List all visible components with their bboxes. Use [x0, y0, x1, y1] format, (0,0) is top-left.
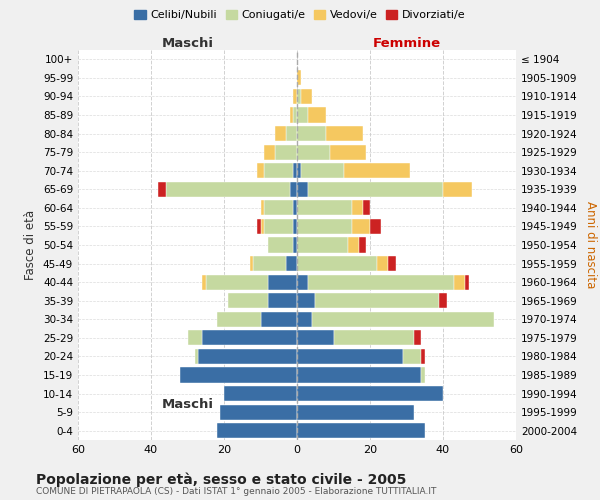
Bar	[188, 330, 202, 345]
Bar	[260, 219, 264, 234]
Bar	[297, 126, 326, 141]
Bar	[297, 293, 315, 308]
Bar	[220, 404, 297, 420]
Bar	[414, 330, 421, 345]
Bar	[308, 182, 443, 197]
Bar	[370, 219, 381, 234]
Bar	[264, 163, 293, 178]
Bar	[297, 70, 301, 86]
Bar	[260, 200, 264, 216]
Bar	[290, 182, 297, 197]
Bar	[297, 404, 414, 420]
Bar	[293, 108, 297, 122]
Bar	[359, 238, 367, 252]
Y-axis label: Fasce di età: Fasce di età	[25, 210, 37, 280]
Bar	[250, 256, 253, 271]
Bar	[206, 274, 268, 290]
Bar	[217, 312, 260, 327]
Bar	[297, 274, 308, 290]
Bar	[224, 386, 297, 401]
Bar	[362, 200, 370, 216]
Bar	[257, 219, 260, 234]
Bar	[297, 256, 377, 271]
Bar	[439, 293, 446, 308]
Bar	[257, 163, 264, 178]
Bar	[217, 423, 297, 438]
Bar	[180, 368, 297, 382]
Bar	[388, 256, 395, 271]
Bar	[268, 293, 297, 308]
Bar	[330, 144, 367, 160]
Bar	[260, 312, 297, 327]
Bar	[297, 200, 352, 216]
Bar	[158, 182, 166, 197]
Bar	[227, 293, 268, 308]
Bar	[293, 200, 297, 216]
Bar	[421, 349, 425, 364]
Bar	[290, 108, 293, 122]
Bar	[275, 144, 297, 160]
Bar	[297, 144, 330, 160]
Text: Popolazione per età, sesso e stato civile - 2005: Popolazione per età, sesso e stato civil…	[36, 472, 406, 487]
Bar	[264, 219, 293, 234]
Legend: Celibi/Nubili, Coniugati/e, Vedovi/e, Divorziati/e: Celibi/Nubili, Coniugati/e, Vedovi/e, Di…	[130, 6, 470, 25]
Bar	[454, 274, 465, 290]
Bar	[421, 368, 425, 382]
Bar	[297, 238, 348, 252]
Bar	[293, 238, 297, 252]
Bar	[311, 312, 494, 327]
Bar	[297, 386, 443, 401]
Bar	[166, 182, 290, 197]
Bar	[344, 163, 410, 178]
Y-axis label: Anni di nascita: Anni di nascita	[584, 202, 597, 288]
Bar	[286, 256, 297, 271]
Text: Maschi: Maschi	[161, 37, 214, 50]
Bar	[202, 274, 206, 290]
Bar	[297, 423, 425, 438]
Text: Femmine: Femmine	[373, 37, 440, 50]
Bar	[297, 182, 308, 197]
Bar	[443, 182, 472, 197]
Bar	[326, 126, 362, 141]
Bar	[301, 163, 344, 178]
Bar	[297, 89, 301, 104]
Bar	[297, 219, 352, 234]
Bar	[308, 108, 326, 122]
Bar	[293, 163, 297, 178]
Bar	[297, 312, 311, 327]
Bar	[195, 349, 199, 364]
Bar	[315, 293, 439, 308]
Bar	[253, 256, 286, 271]
Bar	[308, 274, 454, 290]
Bar	[286, 126, 297, 141]
Bar	[301, 89, 311, 104]
Bar	[334, 330, 414, 345]
Bar	[199, 349, 297, 364]
Bar	[352, 200, 362, 216]
Bar	[268, 238, 293, 252]
Bar	[297, 330, 334, 345]
Bar	[293, 89, 297, 104]
Bar	[275, 126, 286, 141]
Bar	[264, 200, 293, 216]
Text: COMUNE DI PIETRAPAOLA (CS) - Dati ISTAT 1° gennaio 2005 - Elaborazione TUTTITALI: COMUNE DI PIETRAPAOLA (CS) - Dati ISTAT …	[36, 488, 436, 496]
Bar	[264, 144, 275, 160]
Bar	[403, 349, 421, 364]
Bar	[297, 108, 308, 122]
Bar	[297, 349, 403, 364]
Bar	[465, 274, 469, 290]
Bar	[268, 274, 297, 290]
Bar	[297, 368, 421, 382]
Text: Maschi: Maschi	[161, 398, 214, 411]
Bar	[352, 219, 370, 234]
Bar	[348, 238, 359, 252]
Bar	[202, 330, 297, 345]
Bar	[377, 256, 388, 271]
Bar	[293, 219, 297, 234]
Bar	[297, 163, 301, 178]
